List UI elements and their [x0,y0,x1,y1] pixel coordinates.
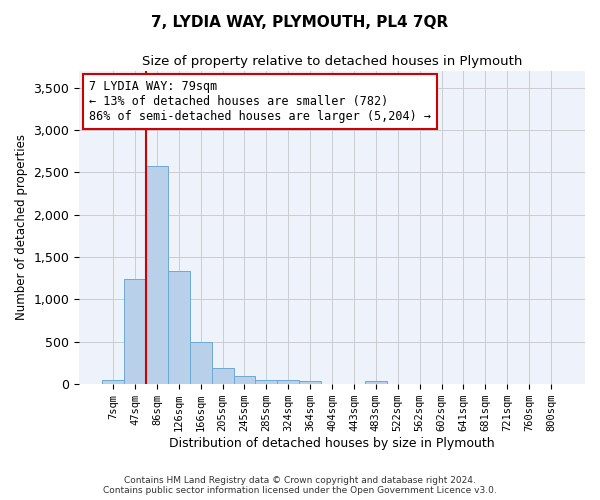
Bar [256,380,277,384]
Y-axis label: Number of detached properties: Number of detached properties [15,134,28,320]
Bar [124,279,146,384]
Bar [299,382,321,384]
Bar [146,166,168,384]
Bar [233,376,256,384]
Text: Contains HM Land Registry data © Crown copyright and database right 2024.
Contai: Contains HM Land Registry data © Crown c… [103,476,497,495]
Bar [277,380,299,384]
Bar [190,342,212,384]
Bar [168,270,190,384]
Bar [365,381,387,384]
Bar [212,368,233,384]
X-axis label: Distribution of detached houses by size in Plymouth: Distribution of detached houses by size … [169,437,495,450]
Text: 7, LYDIA WAY, PLYMOUTH, PL4 7QR: 7, LYDIA WAY, PLYMOUTH, PL4 7QR [151,15,449,30]
Text: 7 LYDIA WAY: 79sqm
← 13% of detached houses are smaller (782)
86% of semi-detach: 7 LYDIA WAY: 79sqm ← 13% of detached hou… [89,80,431,123]
Title: Size of property relative to detached houses in Plymouth: Size of property relative to detached ho… [142,55,522,68]
Bar [102,380,124,384]
